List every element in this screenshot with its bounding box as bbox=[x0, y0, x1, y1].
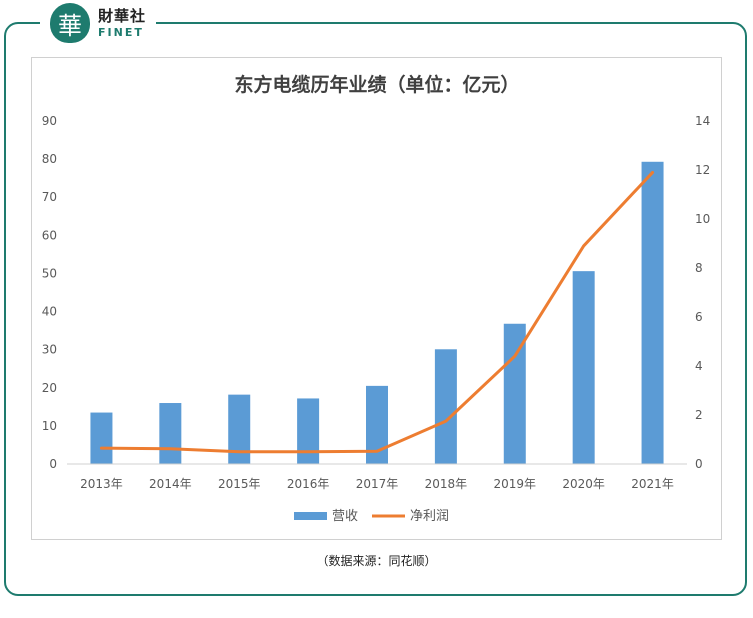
left-tick-label: 20 bbox=[42, 381, 57, 395]
x-tick-label: 2020年 bbox=[562, 477, 605, 491]
x-axis-ticks: 2013年 2014年 2015年 2016年 2017年 2018年 2019年 2020年… bbox=[80, 477, 674, 491]
bar-series bbox=[90, 161, 664, 464]
legend-label-revenue: 营收 bbox=[332, 509, 358, 524]
brand-text: 財華社 FINET bbox=[98, 6, 147, 39]
legend-swatch-revenue bbox=[294, 512, 327, 520]
line-net-profit bbox=[99, 170, 655, 454]
brand-header: 華 財華社 FINET bbox=[40, 0, 157, 46]
left-tick-label: 30 bbox=[42, 343, 57, 357]
legend: 营收 净利润 bbox=[294, 509, 449, 524]
left-tick-label: 50 bbox=[42, 266, 57, 280]
left-tick-label: 40 bbox=[42, 305, 57, 319]
brand-name-en: FINET bbox=[98, 25, 144, 39]
x-tick-label: 2016年 bbox=[287, 477, 330, 491]
x-tick-label: 2021年 bbox=[631, 477, 674, 491]
bar-revenue-3 bbox=[228, 394, 251, 464]
right-tick-label: 8 bbox=[695, 261, 703, 275]
right-tick-label: 0 bbox=[695, 457, 703, 471]
x-tick-label: 2014年 bbox=[149, 477, 192, 491]
right-tick-label: 6 bbox=[695, 310, 703, 324]
legend-label-net-profit: 净利润 bbox=[410, 509, 449, 524]
right-tick-label: 12 bbox=[695, 163, 710, 177]
left-tick-label: 60 bbox=[42, 228, 57, 242]
x-tick-label: 2019年 bbox=[494, 477, 537, 491]
chart-title: 东方电缆历年业绩（单位：亿元） bbox=[234, 73, 519, 96]
left-tick-label: 0 bbox=[49, 457, 57, 471]
bar-revenue-5 bbox=[366, 385, 388, 464]
left-tick-label: 70 bbox=[42, 190, 57, 204]
bar-revenue-7 bbox=[503, 323, 526, 464]
bar-revenue-1 bbox=[90, 412, 113, 464]
right-tick-label: 2 bbox=[695, 408, 703, 422]
x-tick-label: 2013年 bbox=[80, 477, 123, 491]
x-tick-label: 2017年 bbox=[356, 477, 399, 491]
left-tick-label: 90 bbox=[42, 114, 57, 128]
left-axis-ticks: 0 10 20 30 40 50 60 70 80 90 bbox=[42, 114, 57, 471]
finet-logo-icon: 華 bbox=[50, 3, 90, 43]
bar-revenue-4 bbox=[297, 398, 320, 464]
right-tick-label: 4 bbox=[695, 359, 703, 373]
x-tick-label: 2015年 bbox=[218, 477, 261, 491]
left-tick-label: 80 bbox=[42, 152, 57, 166]
right-tick-label: 10 bbox=[695, 212, 710, 226]
bar-revenue-9 bbox=[641, 161, 664, 464]
right-tick-label: 14 bbox=[695, 114, 710, 128]
source-note: （数据来源：同花顺） bbox=[316, 554, 437, 568]
bar-revenue-2 bbox=[159, 403, 182, 464]
line-series bbox=[99, 170, 655, 454]
bar-revenue-8 bbox=[572, 271, 595, 464]
chart-svg: 东方电缆历年业绩（单位：亿元） 0 10 20 30 40 50 60 70 80 90 0 2 4 6… bbox=[42, 73, 711, 524]
chart-container: 东方电缆历年业绩（单位：亿元） 0 10 20 30 40 50 60 70 80 90 0 2 4 6… bbox=[31, 57, 722, 540]
brand-name-cn: 財華社 bbox=[98, 6, 147, 25]
x-tick-label: 2018年 bbox=[425, 477, 468, 491]
bar-revenue-6 bbox=[434, 349, 457, 464]
right-axis-ticks: 0 2 4 6 8 10 12 14 bbox=[695, 114, 710, 471]
card-frame bbox=[4, 22, 747, 596]
left-tick-label: 10 bbox=[42, 419, 57, 433]
